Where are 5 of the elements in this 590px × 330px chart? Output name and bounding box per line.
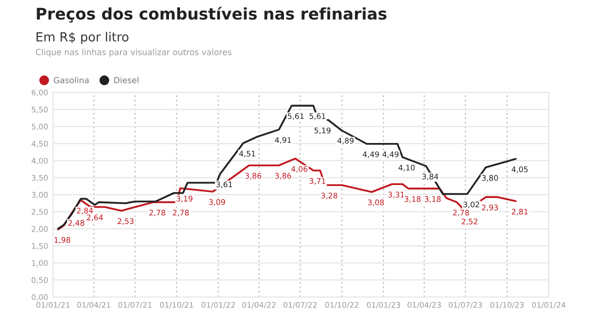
legend-label: Diesel [114,76,138,84]
text: Clique nas linhas para visualizar outros valores [36,48,232,57]
chart-title: Preços dos combustíveis nas refinarias [36,6,386,23]
legend-label: Gasolina [54,76,89,84]
chart-subtitle: Em R$ por litro [36,32,128,44]
